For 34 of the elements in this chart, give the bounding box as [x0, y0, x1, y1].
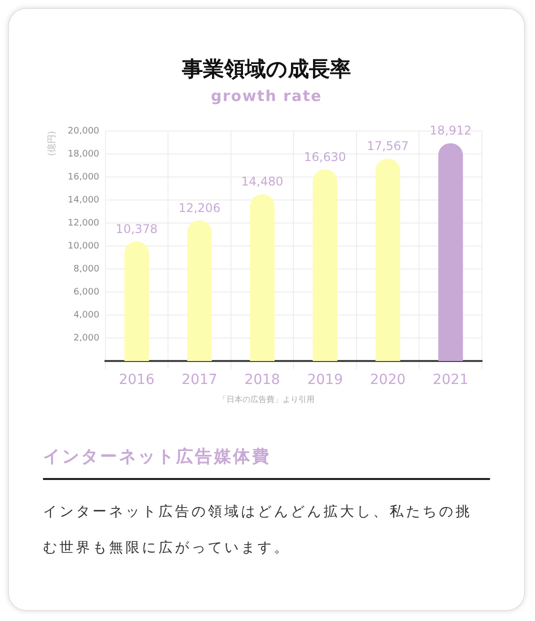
- y-tick-label: 4,000: [74, 310, 100, 321]
- data-label: 12,206: [178, 200, 220, 215]
- bar: [375, 158, 400, 362]
- y-tick-label: 10,000: [68, 241, 100, 252]
- y-tick-label: 2,000: [74, 334, 100, 344]
- bar: [438, 143, 463, 362]
- x-tick-label: 2016: [118, 372, 155, 388]
- y-axis-title: (億円): [46, 131, 58, 156]
- y-tick-label: 16,000: [68, 172, 100, 182]
- bar: [250, 194, 275, 362]
- chart-title: 事業領域の成長率: [181, 56, 352, 83]
- data-label: 10,378: [116, 222, 158, 236]
- bar: [124, 241, 150, 362]
- y-tick-label: 20,000: [68, 126, 100, 136]
- data-label: 17,567: [366, 139, 409, 154]
- y-tick-label: 8,000: [74, 264, 100, 274]
- x-tick-label: 2019: [307, 372, 343, 388]
- text: インターネット広告の領域はどんどん拡大し、私たちの挑む世界も無限に広がっています。: [43, 504, 472, 556]
- data-label: 14,480: [241, 174, 284, 189]
- y-tick-label: 12,000: [68, 218, 100, 228]
- y-tick-label: 6,000: [74, 287, 100, 298]
- y-tick-label: 18,000: [68, 149, 100, 160]
- x-tick-label: 2018: [244, 372, 280, 388]
- text: インターネット広告媒体費: [43, 445, 490, 480]
- chart-subtitle: growth rate: [210, 87, 324, 105]
- data-label: 16,630: [304, 150, 346, 164]
- x-tick-label: 2021: [432, 372, 468, 388]
- text: 「日本の広告費」より引用: [218, 394, 316, 405]
- x-tick-label: 2020: [370, 372, 406, 388]
- data-label: 18,912: [430, 124, 472, 138]
- bar: [312, 169, 338, 362]
- bar: [187, 220, 212, 362]
- y-tick-label: 14,000: [68, 195, 100, 206]
- x-tick-label: 2017: [182, 372, 218, 388]
